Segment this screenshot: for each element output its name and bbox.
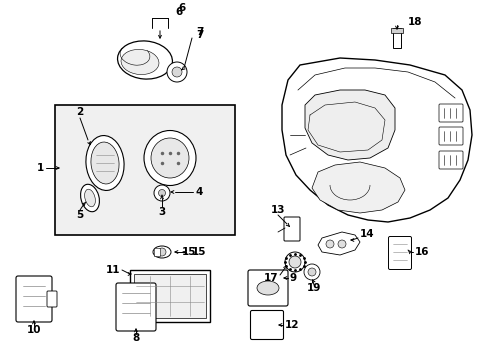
Polygon shape	[311, 162, 404, 213]
Text: 12: 12	[285, 320, 299, 330]
Circle shape	[304, 264, 319, 280]
Text: 16: 16	[414, 247, 428, 257]
Circle shape	[325, 240, 333, 248]
FancyBboxPatch shape	[438, 104, 462, 122]
Text: 6: 6	[178, 3, 185, 13]
Text: 18: 18	[407, 17, 422, 27]
Circle shape	[158, 189, 165, 197]
Text: 2: 2	[76, 107, 83, 117]
Text: 13: 13	[270, 205, 285, 215]
Ellipse shape	[81, 184, 99, 212]
FancyBboxPatch shape	[116, 283, 156, 331]
Polygon shape	[305, 90, 394, 160]
Text: 7: 7	[196, 27, 203, 37]
FancyBboxPatch shape	[130, 270, 209, 322]
Ellipse shape	[117, 41, 172, 79]
Ellipse shape	[257, 281, 279, 295]
Circle shape	[172, 67, 182, 77]
Bar	[390, 28, 402, 33]
Circle shape	[307, 268, 315, 276]
Bar	[55, 105, 235, 235]
Circle shape	[158, 248, 165, 256]
Text: 10: 10	[27, 325, 41, 335]
FancyBboxPatch shape	[247, 270, 287, 306]
Circle shape	[288, 256, 301, 268]
Ellipse shape	[153, 246, 171, 258]
Circle shape	[337, 240, 346, 248]
Ellipse shape	[143, 130, 196, 185]
Text: 4: 4	[196, 187, 203, 197]
Text: 8: 8	[132, 333, 140, 343]
Text: 5: 5	[76, 210, 83, 220]
Ellipse shape	[91, 142, 119, 184]
Circle shape	[154, 185, 170, 201]
FancyBboxPatch shape	[47, 291, 57, 307]
Text: 19: 19	[306, 283, 321, 293]
FancyBboxPatch shape	[134, 274, 205, 318]
FancyBboxPatch shape	[438, 127, 462, 145]
FancyBboxPatch shape	[16, 276, 52, 322]
FancyBboxPatch shape	[250, 310, 283, 339]
Text: 14: 14	[359, 229, 374, 239]
Text: 1: 1	[37, 163, 44, 173]
Text: 11: 11	[105, 265, 120, 275]
FancyBboxPatch shape	[387, 237, 411, 270]
Polygon shape	[282, 58, 471, 222]
Bar	[392, 28, 400, 48]
Circle shape	[285, 252, 305, 272]
Ellipse shape	[151, 138, 189, 178]
FancyBboxPatch shape	[284, 217, 299, 241]
Text: 3: 3	[158, 207, 165, 217]
Polygon shape	[317, 232, 359, 255]
Text: 7: 7	[196, 30, 203, 40]
Text: 15: 15	[192, 247, 206, 257]
Ellipse shape	[86, 136, 124, 190]
Ellipse shape	[121, 49, 159, 75]
Text: 17: 17	[263, 273, 278, 283]
Text: 6: 6	[175, 7, 182, 17]
Bar	[154, 248, 160, 256]
Text: 9: 9	[289, 273, 297, 283]
Circle shape	[167, 62, 186, 82]
Ellipse shape	[84, 189, 95, 207]
Text: 15: 15	[182, 247, 196, 257]
FancyBboxPatch shape	[438, 151, 462, 169]
